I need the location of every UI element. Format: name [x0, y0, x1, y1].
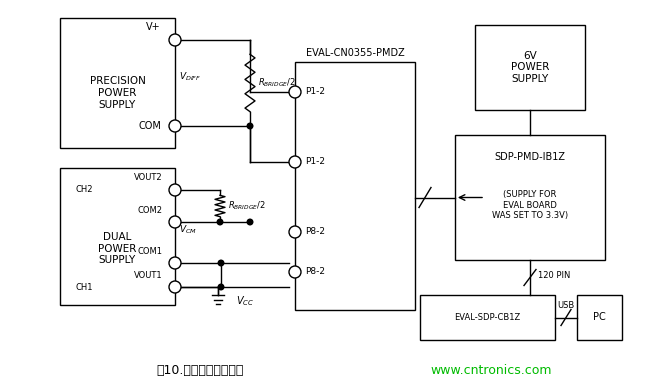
Circle shape: [169, 34, 181, 46]
Text: V+: V+: [146, 22, 161, 32]
Text: CH1: CH1: [76, 282, 93, 291]
Text: $V_{DIFF}$: $V_{DIFF}$: [179, 71, 201, 83]
Text: P1-2: P1-2: [305, 158, 325, 167]
Text: CH2: CH2: [76, 186, 93, 195]
Text: $V_{CC}$: $V_{CC}$: [236, 294, 254, 308]
Text: PC: PC: [593, 312, 606, 323]
Text: $V_{CM}$: $V_{CM}$: [179, 224, 197, 236]
Circle shape: [169, 120, 181, 132]
Text: COM: COM: [138, 121, 161, 131]
Text: 图10.测试设置功能框图: 图10.测试设置功能框图: [156, 363, 244, 376]
Bar: [577, 295, 622, 340]
Text: DUAL
POWER
SUPPLY: DUAL POWER SUPPLY: [99, 232, 136, 265]
Text: www.cntronics.com: www.cntronics.com: [430, 363, 552, 376]
Text: SDP-PMD-IB1Z: SDP-PMD-IB1Z: [494, 152, 565, 162]
Circle shape: [289, 266, 301, 278]
Text: P8-2: P8-2: [305, 227, 325, 236]
Text: P1-2: P1-2: [305, 87, 325, 96]
Circle shape: [246, 218, 253, 225]
Circle shape: [246, 122, 253, 129]
Text: $R_{BRIDGE}$/2: $R_{BRIDGE}$/2: [228, 200, 266, 212]
Circle shape: [217, 218, 223, 225]
Circle shape: [217, 284, 225, 291]
Text: $R_{BRIDGE}$/2: $R_{BRIDGE}$/2: [258, 77, 296, 89]
Text: EVAL-CN0355-PMDZ: EVAL-CN0355-PMDZ: [306, 48, 404, 58]
Text: 6V
POWER
SUPPLY: 6V POWER SUPPLY: [511, 51, 549, 84]
Bar: [475, 25, 585, 110]
Text: (SUPPLY FOR
EVAL BOARD
WAS SET TO 3.3V): (SUPPLY FOR EVAL BOARD WAS SET TO 3.3V): [492, 190, 568, 220]
Text: PRECISION
POWER
SUPPLY: PRECISION POWER SUPPLY: [89, 76, 146, 110]
Circle shape: [289, 86, 301, 98]
Bar: [60, 168, 175, 305]
Circle shape: [169, 216, 181, 228]
Circle shape: [289, 156, 301, 168]
Bar: [455, 135, 605, 260]
Circle shape: [169, 281, 181, 293]
Circle shape: [169, 257, 181, 269]
Text: VOUT1: VOUT1: [135, 271, 163, 280]
Text: COM1: COM1: [138, 247, 163, 256]
Text: 120 PIN: 120 PIN: [538, 271, 570, 280]
Circle shape: [169, 184, 181, 196]
Text: EVAL-SDP-CB1Z: EVAL-SDP-CB1Z: [454, 313, 520, 322]
Bar: [295, 62, 415, 310]
Bar: [420, 295, 555, 340]
Text: VOUT2: VOUT2: [135, 173, 163, 182]
Circle shape: [217, 259, 225, 266]
Text: COM2: COM2: [138, 206, 163, 215]
Circle shape: [289, 226, 301, 238]
Text: USB: USB: [558, 301, 575, 310]
Text: P8-2: P8-2: [305, 268, 325, 277]
Bar: [60, 18, 175, 148]
